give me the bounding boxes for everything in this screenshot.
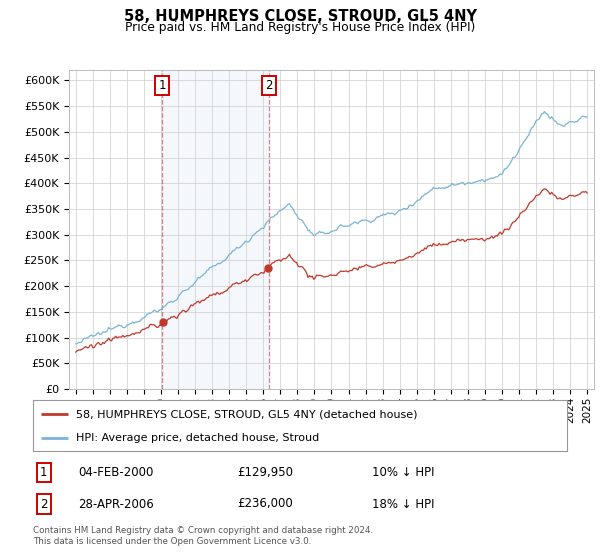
Text: 10% ↓ HPI: 10% ↓ HPI — [372, 466, 434, 479]
Text: 28-APR-2006: 28-APR-2006 — [78, 497, 154, 511]
Text: 1: 1 — [158, 79, 166, 92]
Text: 2: 2 — [40, 497, 47, 511]
Text: 1: 1 — [40, 466, 47, 479]
Text: 04-FEB-2000: 04-FEB-2000 — [78, 466, 154, 479]
Bar — [163, 70, 269, 389]
Text: 58, HUMPHREYS CLOSE, STROUD, GL5 4NY (detached house): 58, HUMPHREYS CLOSE, STROUD, GL5 4NY (de… — [76, 409, 417, 419]
Text: Contains HM Land Registry data © Crown copyright and database right 2024.
This d: Contains HM Land Registry data © Crown c… — [33, 526, 373, 546]
Text: £236,000: £236,000 — [237, 497, 293, 511]
Text: 2: 2 — [265, 79, 272, 92]
Text: 18% ↓ HPI: 18% ↓ HPI — [372, 497, 434, 511]
Text: HPI: Average price, detached house, Stroud: HPI: Average price, detached house, Stro… — [76, 433, 319, 443]
Text: Price paid vs. HM Land Registry's House Price Index (HPI): Price paid vs. HM Land Registry's House … — [125, 21, 475, 34]
Text: 58, HUMPHREYS CLOSE, STROUD, GL5 4NY: 58, HUMPHREYS CLOSE, STROUD, GL5 4NY — [124, 9, 476, 24]
Text: £129,950: £129,950 — [237, 466, 293, 479]
